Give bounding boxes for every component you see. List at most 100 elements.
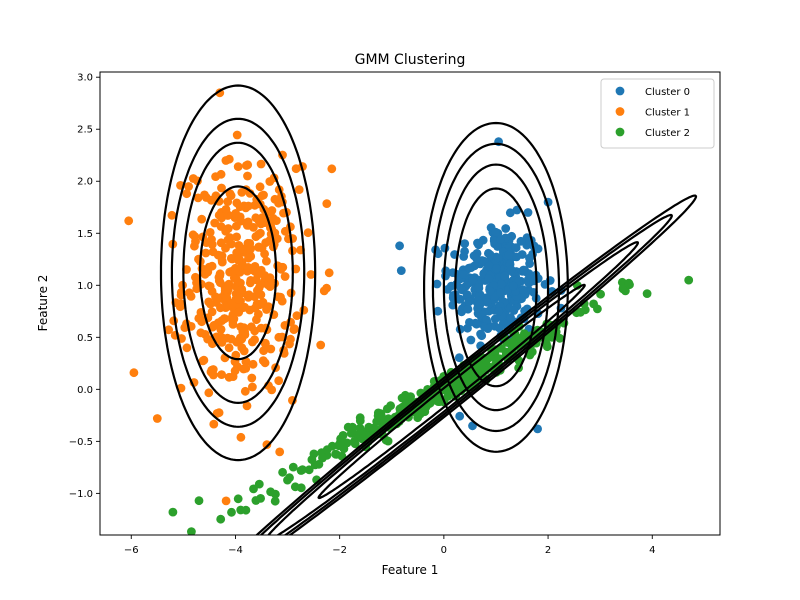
- data-point: [400, 390, 410, 400]
- data-point: [268, 213, 278, 223]
- contour-ellipse: [182, 141, 294, 405]
- data-point: [234, 294, 243, 304]
- y-tick-label: 2.5: [77, 125, 93, 136]
- data-point: [322, 445, 332, 455]
- data-point: [618, 284, 628, 294]
- data-point: [255, 182, 265, 192]
- data-point: [484, 261, 494, 271]
- data-point: [231, 263, 240, 273]
- legend-item: Cluster 1: [615, 107, 690, 119]
- data-point: [355, 423, 365, 433]
- legend-marker: [615, 86, 625, 96]
- data-point: [304, 465, 314, 475]
- data-point: [331, 450, 341, 459]
- data-point: [231, 209, 241, 218]
- data-point: [455, 411, 465, 421]
- data-point: [232, 198, 242, 208]
- data-point: [596, 289, 605, 299]
- data-point: [459, 252, 469, 261]
- data-point: [274, 376, 284, 386]
- data-point: [509, 306, 519, 315]
- data-point: [306, 270, 316, 279]
- data-point: [482, 297, 492, 307]
- data-point: [223, 284, 233, 293]
- data-point: [208, 365, 218, 374]
- data-point: [475, 299, 485, 309]
- data-point: [505, 208, 515, 218]
- data-point: [265, 273, 275, 282]
- data-point: [236, 432, 246, 442]
- data-point: [463, 304, 473, 314]
- data-point: [286, 334, 295, 344]
- data-point: [216, 303, 225, 313]
- data-point: [241, 364, 251, 373]
- data-point: [259, 346, 268, 356]
- data-point: [196, 328, 206, 338]
- data-point: [542, 342, 552, 352]
- legend-box: [600, 78, 715, 149]
- legend-label: Cluster 2: [645, 128, 690, 139]
- chart-title: GMM Clustering: [355, 52, 466, 68]
- data-point: [209, 321, 219, 330]
- data-point: [250, 326, 260, 336]
- data-point: [242, 401, 252, 411]
- contour-ellipse: [317, 283, 586, 500]
- data-point: [431, 395, 441, 405]
- data-point: [242, 161, 251, 170]
- data-point: [303, 228, 313, 238]
- y-tick-label: 3.0: [77, 73, 93, 84]
- legend-marker: [615, 107, 625, 116]
- data-point: [327, 164, 337, 174]
- data-point: [216, 514, 226, 524]
- data-point: [254, 309, 263, 319]
- data-point: [266, 344, 276, 354]
- data-point: [233, 162, 243, 172]
- plot-frame: [99, 71, 721, 536]
- data-point: [243, 263, 253, 272]
- data-point: [484, 353, 494, 363]
- data-point: [231, 275, 241, 284]
- x-tick-label: −6: [124, 545, 139, 556]
- data-point: [220, 314, 230, 323]
- data-point: [222, 293, 232, 302]
- y-tick-label: −0.5: [69, 437, 93, 448]
- legend-label: Cluster 0: [645, 87, 690, 98]
- data-point: [247, 373, 257, 383]
- data-point: [191, 237, 200, 246]
- data-point: [642, 289, 652, 298]
- data-point: [182, 189, 192, 199]
- legend-item: Cluster 2: [615, 127, 690, 139]
- data-point: [204, 281, 214, 291]
- data-point: [225, 189, 235, 199]
- data-point: [506, 313, 515, 322]
- data-point: [338, 431, 348, 440]
- data-point: [318, 453, 327, 463]
- data-point: [164, 325, 174, 335]
- data-point: [167, 210, 177, 220]
- data-point: [589, 299, 598, 309]
- contour-ellipse: [267, 241, 639, 535]
- data-point: [396, 266, 406, 275]
- contour-ellipse: [159, 84, 317, 462]
- data-point: [275, 447, 285, 457]
- contour-ellipse: [198, 185, 278, 361]
- data-point: [216, 324, 226, 334]
- data-point: [241, 357, 251, 366]
- data-point: [355, 413, 365, 423]
- data-point: [469, 251, 479, 261]
- data-point: [204, 388, 214, 398]
- y-tick-label: 0.5: [77, 333, 93, 344]
- data-point: [246, 244, 256, 254]
- data-point: [511, 243, 521, 253]
- data-point: [292, 311, 302, 320]
- data-point: [213, 250, 223, 260]
- data-point: [215, 269, 225, 279]
- data-point: [372, 417, 382, 426]
- data-point: [490, 345, 500, 355]
- data-point: [249, 484, 258, 494]
- data-point: [474, 240, 483, 250]
- data-point: [506, 265, 516, 275]
- data-point: [443, 285, 452, 294]
- data-point: [227, 334, 236, 344]
